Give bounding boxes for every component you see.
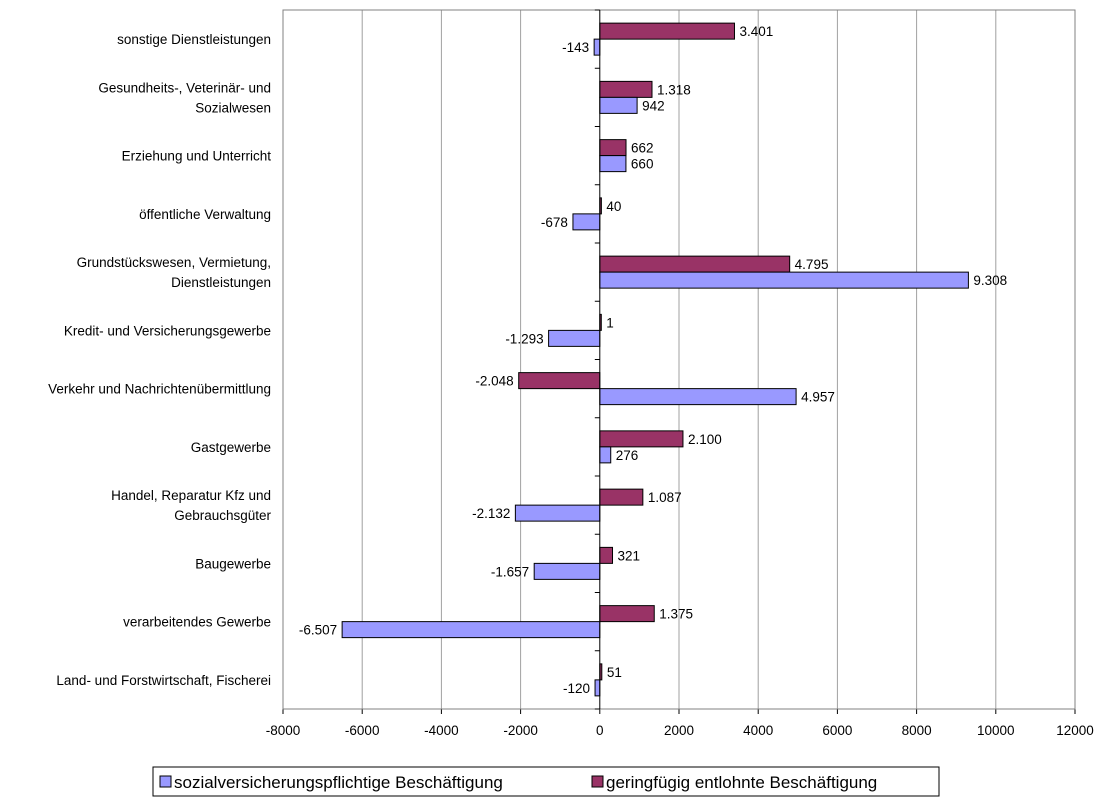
category-label: sonstige Dienstleistungen (117, 32, 271, 47)
sozialversicherungspflichtig-data-label: -120 (563, 681, 590, 696)
sozialversicherungspflichtig-data-label: -143 (562, 40, 589, 55)
sozialversicherungspflichtig-bar (599, 446, 612, 464)
category-label: Handel, Reparatur Kfz und Gebrauchsgüter (111, 488, 271, 523)
sozialversicherungspflichtig-bar (533, 562, 601, 580)
category-label-line: verarbeitendes Gewerbe (123, 615, 271, 630)
legend-box (152, 766, 940, 797)
category-label-line: Dienstleistungen (171, 275, 271, 290)
sozialversicherungspflichtig-bar (514, 504, 601, 522)
geringfuegig-data-label: -2.048 (475, 374, 513, 389)
category-label-line: Grundstückswesen, Vermietung, (77, 255, 271, 270)
sozialversicherungspflichtig-data-label: 942 (642, 98, 665, 113)
geringfuegig-data-label: 3.401 (739, 24, 773, 39)
category-label-line: Land- und Forstwirtschaft, Fischerei (56, 673, 271, 688)
sozialversicherungspflichtig-data-label: -6.507 (299, 623, 337, 638)
category-label-line: Sozialwesen (195, 100, 271, 115)
x-tick-label: 6000 (822, 723, 852, 738)
legend-geringfuegig-swatch (591, 775, 604, 788)
sozialversicherungspflichtig-bar (599, 155, 627, 173)
geringfuegig-bar (599, 605, 655, 623)
sozialversicherungspflichtig-bar (594, 679, 601, 697)
x-tick-label: 10000 (977, 723, 1015, 738)
x-tick-label: -8000 (266, 723, 301, 738)
sozialversicherungspflichtig-data-label: -1.657 (491, 564, 529, 579)
geringfuegig-data-label: 2.100 (688, 432, 722, 447)
category-label: Grundstückswesen, Vermietung, Dienstleist… (77, 255, 271, 290)
sozialversicherungspflichtig-bar (599, 271, 969, 289)
x-tick-label: 12000 (1056, 723, 1094, 738)
x-tick-label: 4000 (743, 723, 773, 738)
category-label-line: Gebrauchsgüter (174, 508, 271, 523)
category-label-line: Erziehung und Unterricht (122, 149, 272, 164)
category-label: öffentliche Verwaltung (139, 207, 271, 222)
geringfuegig-data-label: 40 (606, 199, 621, 214)
category-label: Gesundheits-, Veterinär- und Sozialwesen (98, 80, 271, 115)
category-label-line: Verkehr und Nachrichtenübermittlung (48, 382, 271, 397)
sozialversicherungspflichtig-data-label: 276 (616, 448, 639, 463)
category-label: Gastgewerbe (191, 440, 271, 455)
geringfuegig-data-label: 1 (606, 315, 614, 330)
geringfuegig-data-label: 321 (618, 548, 641, 563)
sozialversicherungspflichtig-bar (341, 621, 601, 639)
geringfuegig-data-label: 1.318 (657, 82, 691, 97)
category-label: Kredit- und Versicherungsgewerbe (64, 323, 271, 338)
sozialversicherungspflichtig-data-label: 660 (631, 157, 654, 172)
sozialversicherungspflichtig-data-label: -678 (541, 215, 568, 230)
geringfuegig-bar (518, 372, 601, 390)
axes (282, 9, 1076, 714)
category-label-line: Kredit- und Versicherungsgewerbe (64, 323, 271, 338)
plot-area-border (282, 9, 1076, 710)
geringfuegig-bar (599, 255, 791, 273)
bars (341, 22, 969, 697)
geringfuegig-bar (599, 488, 644, 506)
category-label-line: Gastgewerbe (191, 440, 271, 455)
geringfuegig-bar (599, 430, 684, 448)
category-label-line: öffentliche Verwaltung (139, 207, 271, 222)
x-tick-label: -4000 (424, 723, 459, 738)
legend-sozialversicherungspflichtig-swatch (159, 775, 172, 788)
geringfuegig-bar (599, 546, 614, 564)
legend-geringfuegig-label: geringfügig entlohnte Beschäftigung (606, 773, 877, 792)
geringfuegig-bar (599, 80, 653, 98)
labels: -8000 -6000 -4000 -2000 0 2000 4000 6000 8000 100… (48, 24, 1094, 738)
x-tick-label: 8000 (902, 723, 932, 738)
category-label: verarbeitendes Gewerbe (123, 615, 271, 630)
category-label: Verkehr und Nachrichtenübermittlung (48, 382, 271, 397)
sozialversicherungspflichtig-bar (593, 38, 601, 56)
category-label-line: Baugewerbe (195, 556, 271, 571)
category-label: Baugewerbe (195, 556, 271, 571)
category-label-line: sonstige Dienstleistungen (117, 32, 271, 47)
category-label-line: Gesundheits-, Veterinär- und (98, 80, 271, 95)
sozialversicherungspflichtig-data-label: -2.132 (472, 506, 510, 521)
geringfuegig-data-label: 4.795 (795, 257, 829, 272)
geringfuegig-data-label: 51 (607, 665, 622, 680)
sozialversicherungspflichtig-data-label: 4.957 (801, 390, 835, 405)
legend: sozialversicherungspflichtige Beschäftig… (152, 766, 940, 797)
geringfuegig-data-label: 662 (631, 141, 654, 156)
x-tick-label: -6000 (345, 723, 380, 738)
category-label-line: Handel, Reparatur Kfz und (111, 488, 271, 503)
x-tick-label: 0 (596, 723, 604, 738)
geringfuegig-data-label: 1.375 (659, 607, 693, 622)
legend-sozialversicherungspflichtig-label: sozialversicherungspflichtige Beschäftig… (174, 773, 503, 792)
sozialversicherungspflichtig-bar (548, 329, 601, 347)
sozialversicherungspflichtig-data-label: 9.308 (973, 273, 1007, 288)
geringfuegig-data-label: 1.087 (648, 490, 682, 505)
sozialversicherungspflichtig-bar (572, 213, 601, 231)
x-tick-label: 2000 (664, 723, 694, 738)
sozialversicherungspflichtig-data-label: -1.293 (505, 331, 543, 346)
geringfuegig-bar (599, 22, 735, 40)
gridlines (282, 10, 1076, 709)
sozialversicherungspflichtig-bar (599, 96, 638, 114)
geringfuegig-bar (599, 139, 627, 157)
category-label: Erziehung und Unterricht (122, 149, 272, 164)
category-label: Land- und Forstwirtschaft, Fischerei (56, 673, 271, 688)
sozialversicherungspflichtig-bar (599, 388, 797, 406)
x-tick-label: -2000 (503, 723, 538, 738)
